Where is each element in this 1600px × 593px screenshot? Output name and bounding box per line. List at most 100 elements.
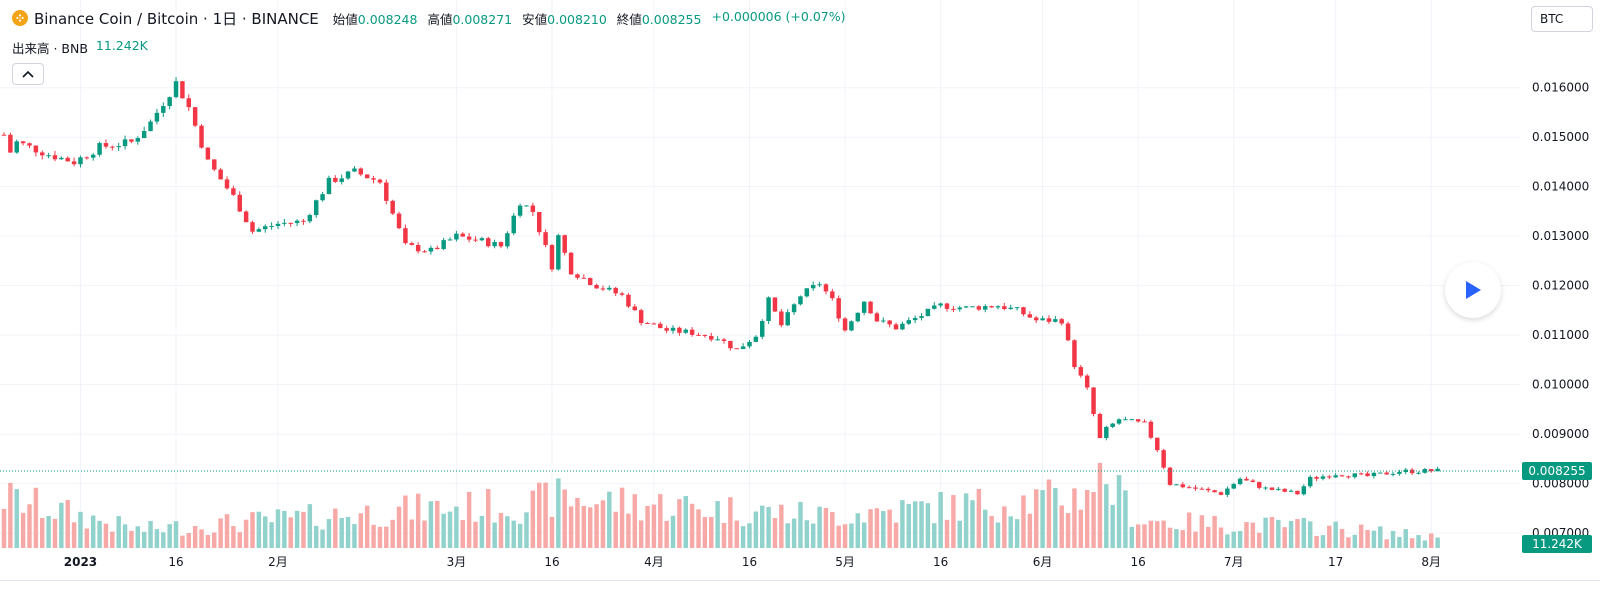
candle-body xyxy=(517,205,523,216)
volume-bar xyxy=(1097,462,1103,548)
volume-bar xyxy=(20,512,26,548)
candle-body xyxy=(396,213,402,229)
price-tick-label: 0.016000 xyxy=(1532,81,1589,95)
ohlc-low-label: 安値 xyxy=(522,11,548,27)
candle-body xyxy=(71,161,77,165)
volume-bar xyxy=(1135,524,1141,548)
candle-body xyxy=(887,320,892,325)
volume-bar xyxy=(498,512,504,548)
volume-bar xyxy=(1384,539,1389,548)
volume-bar xyxy=(753,511,759,548)
volume-bar xyxy=(893,522,899,548)
candle-body xyxy=(428,247,434,252)
volume-bar xyxy=(479,515,485,548)
candle-body xyxy=(409,243,415,246)
time-tick-label: 8月 xyxy=(1421,555,1441,569)
time-tick-label: 16 xyxy=(544,555,559,569)
candle-body xyxy=(536,211,542,233)
candle-body xyxy=(1269,487,1275,490)
candle-body xyxy=(212,159,217,170)
candle-body xyxy=(658,323,663,329)
volume-bar xyxy=(912,501,918,548)
volume-bar xyxy=(830,511,835,548)
volume-bar xyxy=(1397,536,1402,548)
ohlc-close-value: 0.008255 xyxy=(641,11,702,27)
candle-body xyxy=(218,169,223,180)
candle-body xyxy=(1346,476,1351,478)
time-tick-label: 16 xyxy=(742,555,757,569)
volume-bar xyxy=(1155,521,1160,548)
candle-body xyxy=(46,155,51,157)
volume-bar xyxy=(1053,488,1058,548)
volume-bar xyxy=(1046,479,1052,548)
volume-bar xyxy=(1199,515,1205,548)
candle-body xyxy=(1021,307,1026,315)
candle-body xyxy=(473,239,478,241)
volume-bar xyxy=(371,524,376,548)
candle-body xyxy=(836,298,841,319)
ohlc-open: 始値0.008248 xyxy=(333,9,418,28)
candle-body xyxy=(1409,469,1415,474)
volume-bar xyxy=(1295,519,1300,548)
volume-bar xyxy=(1416,535,1421,548)
ohlc-high-label: 高値 xyxy=(427,11,453,27)
volume-value: 11.242K xyxy=(95,38,148,53)
candle-body xyxy=(766,297,771,322)
volume-legend: 出来高 · BNB 11.242K xyxy=(12,38,148,57)
volume-bar xyxy=(855,513,861,548)
volume-bar xyxy=(1320,535,1326,548)
volume-bar xyxy=(269,522,274,548)
volume-bar xyxy=(473,521,478,548)
volume-bar xyxy=(1021,495,1026,548)
volume-bar xyxy=(141,531,147,548)
volume-bar xyxy=(1180,530,1185,548)
candle-body xyxy=(740,346,746,350)
volume-bar xyxy=(1378,526,1383,548)
volume-bar xyxy=(1059,505,1064,548)
candle-body xyxy=(1358,473,1364,475)
candle-body xyxy=(390,200,395,214)
volume-bar xyxy=(52,518,58,548)
volume-bar xyxy=(180,535,185,548)
volume-bar xyxy=(740,526,746,548)
volume-bar xyxy=(1307,521,1313,548)
volume-bar xyxy=(1212,515,1217,548)
candle-body xyxy=(1186,487,1192,489)
volume-bar xyxy=(594,504,599,548)
time-tick-label: 4月 xyxy=(644,555,664,569)
candle-body xyxy=(167,97,172,107)
candle-body xyxy=(1314,477,1319,479)
volume-bar xyxy=(1429,533,1434,548)
collapse-legend-button[interactable] xyxy=(12,63,44,85)
grid-lines xyxy=(0,0,1520,548)
candle-body xyxy=(983,306,988,310)
time-tick-label: 6月 xyxy=(1033,555,1053,569)
candle-body xyxy=(20,141,26,144)
candle-body xyxy=(307,215,313,222)
symbol-title[interactable]: Binance Coin / Bitcoin · 1日 · BINANCE xyxy=(34,9,319,28)
volume-bar xyxy=(320,529,325,548)
currency-button[interactable]: BTC xyxy=(1531,6,1593,32)
volume-bar xyxy=(562,489,567,548)
candle-body xyxy=(976,306,982,310)
candle-body xyxy=(1206,488,1211,491)
candle-body xyxy=(747,341,752,347)
candle-body xyxy=(224,179,230,189)
candle-body xyxy=(1384,472,1389,475)
play-button[interactable] xyxy=(1445,262,1501,318)
candle-body xyxy=(1237,478,1243,485)
volume-bar xyxy=(772,518,778,548)
candle-body xyxy=(161,106,166,113)
candle-body xyxy=(581,277,587,279)
candle-body xyxy=(1250,480,1256,483)
volume-bar xyxy=(1027,513,1033,548)
volume-bar xyxy=(218,518,223,548)
volume-bar xyxy=(212,532,217,548)
last-price-label-bg xyxy=(1522,462,1592,481)
candle-body xyxy=(664,328,669,331)
volume-bar xyxy=(607,491,612,548)
volume-bar xyxy=(626,513,631,548)
volume-bar xyxy=(1078,509,1084,548)
volume-bar xyxy=(192,526,198,548)
